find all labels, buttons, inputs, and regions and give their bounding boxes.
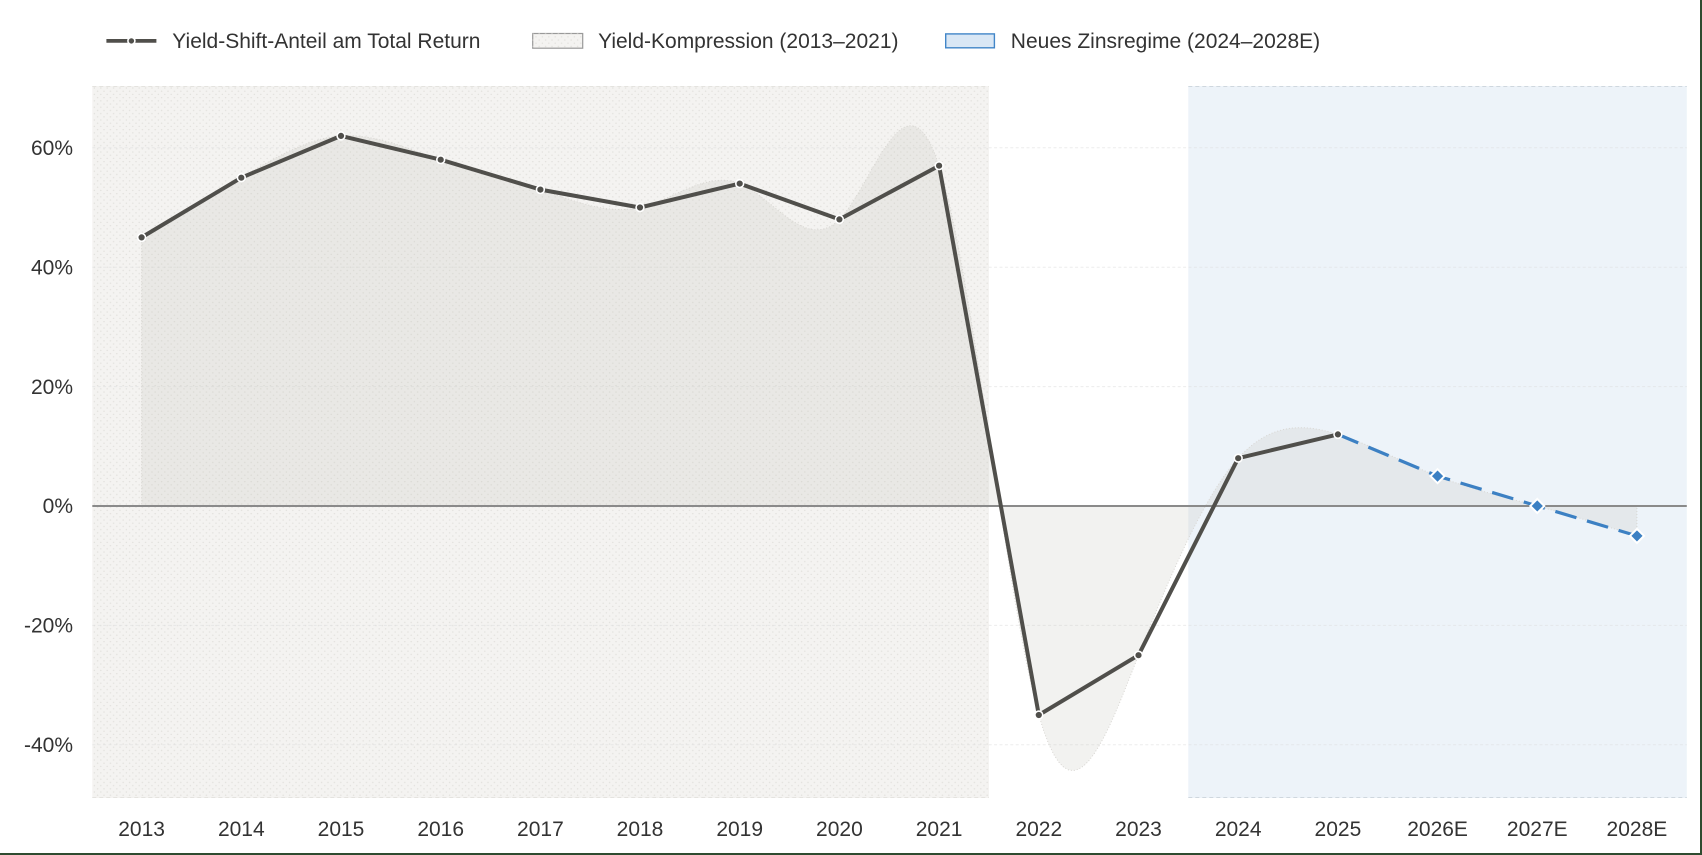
- svg-text:2015: 2015: [318, 818, 365, 841]
- svg-text:60%: 60%: [31, 137, 73, 160]
- svg-text:2016: 2016: [417, 818, 464, 841]
- svg-text:2019: 2019: [716, 818, 763, 841]
- svg-text:2028E: 2028E: [1607, 818, 1668, 841]
- svg-text:2014: 2014: [218, 818, 265, 841]
- svg-text:2013: 2013: [118, 818, 165, 841]
- svg-text:Yield-Kompression (2013–2021): Yield-Kompression (2013–2021): [598, 30, 898, 53]
- svg-text:20%: 20%: [31, 376, 73, 399]
- svg-text:2023: 2023: [1115, 818, 1162, 841]
- svg-text:-40%: -40%: [24, 734, 73, 757]
- svg-text:2024: 2024: [1215, 818, 1262, 841]
- svg-text:2021: 2021: [916, 818, 963, 841]
- svg-text:0%: 0%: [43, 495, 73, 518]
- svg-text:2017: 2017: [517, 818, 564, 841]
- svg-text:Neues Zinsregime (2024–2028E): Neues Zinsregime (2024–2028E): [1011, 30, 1320, 53]
- svg-text:2018: 2018: [617, 818, 664, 841]
- svg-text:2020: 2020: [816, 818, 863, 841]
- svg-text:2027E: 2027E: [1507, 818, 1568, 841]
- svg-text:Yield-Shift-Anteil am Total Re: Yield-Shift-Anteil am Total Return: [172, 30, 480, 53]
- svg-text:2026E: 2026E: [1407, 818, 1468, 841]
- svg-text:2022: 2022: [1015, 818, 1062, 841]
- svg-text:2025: 2025: [1315, 818, 1362, 841]
- svg-text:40%: 40%: [31, 256, 73, 279]
- svg-text:-20%: -20%: [24, 615, 73, 638]
